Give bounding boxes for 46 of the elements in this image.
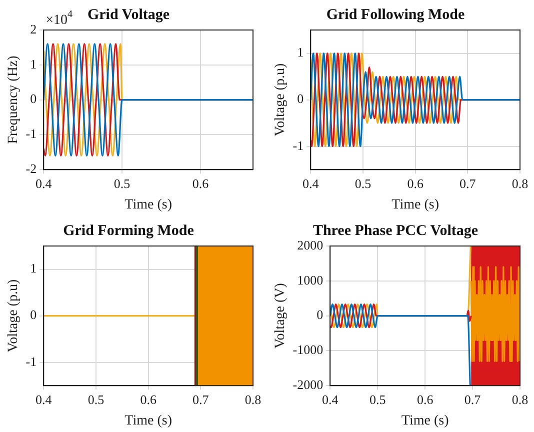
x-tick-label: 0.6 [407, 176, 424, 191]
x-tick-label: 0.6 [416, 392, 434, 407]
x-tick-label: 0.4 [322, 392, 339, 407]
x-tick-label: 0.5 [354, 176, 372, 191]
y-tick-label: 0 [30, 91, 37, 106]
y-tick-label: 0 [297, 91, 304, 106]
y-tick-label: 1 [30, 56, 37, 72]
x-axis-title: Time (s) [124, 413, 172, 428]
x-tick-label: 0.6 [192, 176, 210, 191]
x-tick-label: 0.7 [464, 392, 482, 407]
y-tick-label: -1 [26, 354, 37, 369]
y-axis-title: Voltage (p.u) [6, 279, 22, 352]
x-tick-label: 0.6 [140, 392, 157, 407]
x-tick-label: 0.4 [36, 392, 52, 407]
chart-title: Grid Forming Mode [63, 222, 194, 239]
y-tick-label: -2000 [292, 377, 324, 392]
y-axis-title: Frequency (Hz) [6, 55, 22, 144]
y-tick-label: 1 [30, 260, 37, 276]
x-axis-title: Time (s) [401, 413, 450, 428]
y-tick-label: 1 [297, 44, 304, 60]
x-tick-label: 0.7 [192, 392, 210, 407]
x-tick-label: 0.7 [460, 176, 476, 191]
x-tick-label: 0.5 [369, 392, 386, 407]
x-axis-title: Time (s) [124, 197, 172, 212]
y-axis-title: Voltage (V) [273, 282, 288, 349]
y-tick-label: 2000 [297, 237, 324, 252]
x-tick-label: 0.5 [88, 392, 104, 407]
x-tick-label: 0.8 [244, 392, 262, 407]
x-tick-label: 0.5 [114, 176, 130, 191]
y-tick-label: -1000 [292, 342, 324, 358]
chart-title: Three Phase PCC Voltage [312, 222, 478, 239]
y-tick-label: -2 [26, 161, 37, 176]
x-tick-label: 0.4 [36, 176, 52, 191]
y-tick-label: 1000 [297, 272, 324, 288]
x-tick-label: 0.8 [512, 392, 528, 407]
x-axis-title: Time (s) [392, 197, 440, 212]
chart-title: Grid Following Mode [326, 6, 466, 23]
y-tick-label: 2 [30, 21, 37, 36]
chart-title: Grid Voltage [87, 6, 170, 23]
y-axis-title: Voltage (p.u) [273, 63, 288, 136]
x-tick-label: 0.8 [512, 176, 528, 191]
y-tick-label: 0 [30, 307, 37, 322]
y-tick-label: -1 [26, 126, 37, 142]
y-tick-label: 0 [316, 307, 324, 322]
y-tick-label: -1 [292, 138, 304, 153]
x-tick-label: 0.4 [302, 176, 320, 191]
